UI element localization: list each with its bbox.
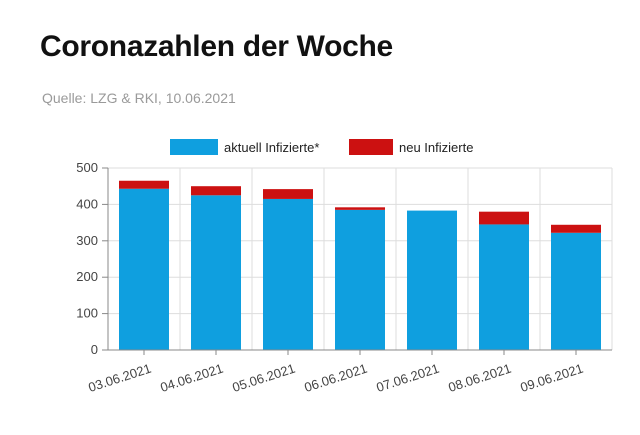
x-tick-label: 08.06.2021 (446, 361, 513, 395)
y-tick-label: 0 (91, 342, 98, 357)
y-tick-label: 400 (76, 196, 98, 211)
bar-aktuell-infizierte (479, 224, 529, 350)
legend: aktuell Infizierte* neu Infizierte (170, 139, 473, 155)
y-tick-label: 100 (76, 306, 98, 321)
legend-aktuell-swatch (170, 139, 218, 155)
legend-neu-label: neu Infizierte (399, 140, 473, 155)
bars (119, 180, 601, 350)
x-tick-label: 07.06.2021 (374, 361, 441, 395)
x-tick-label: 05.06.2021 (230, 361, 297, 395)
y-tick-label: 500 (76, 160, 98, 175)
y-tick-label: 200 (76, 269, 98, 284)
bar-neu-infizierte (551, 224, 601, 233)
x-tick-label: 03.06.2021 (86, 361, 153, 395)
x-tick-label: 09.06.2021 (518, 361, 585, 395)
bar-aktuell-infizierte (119, 188, 169, 350)
y-tick-label: 300 (76, 233, 98, 248)
bar-neu-infizierte (119, 180, 169, 189)
chart-source: Quelle: LZG & RKI, 10.06.2021 (42, 90, 236, 106)
bar-aktuell-infizierte (407, 210, 457, 350)
bar-aktuell-infizierte (263, 198, 313, 350)
bar-aktuell-infizierte (551, 232, 601, 350)
bar-aktuell-infizierte (335, 209, 385, 350)
bar-neu-infizierte (479, 211, 529, 225)
legend-neu-swatch (349, 139, 393, 155)
x-tick-label: 06.06.2021 (302, 361, 369, 395)
chart-title: Coronazahlen der Woche (40, 30, 393, 63)
legend-aktuell-label: aktuell Infizierte* (224, 140, 319, 155)
bar-neu-infizierte (335, 207, 385, 210)
bar-neu-infizierte (263, 189, 313, 199)
bar-neu-infizierte (191, 186, 241, 196)
x-tick-label: 04.06.2021 (158, 361, 225, 395)
bar-aktuell-infizierte (191, 195, 241, 350)
